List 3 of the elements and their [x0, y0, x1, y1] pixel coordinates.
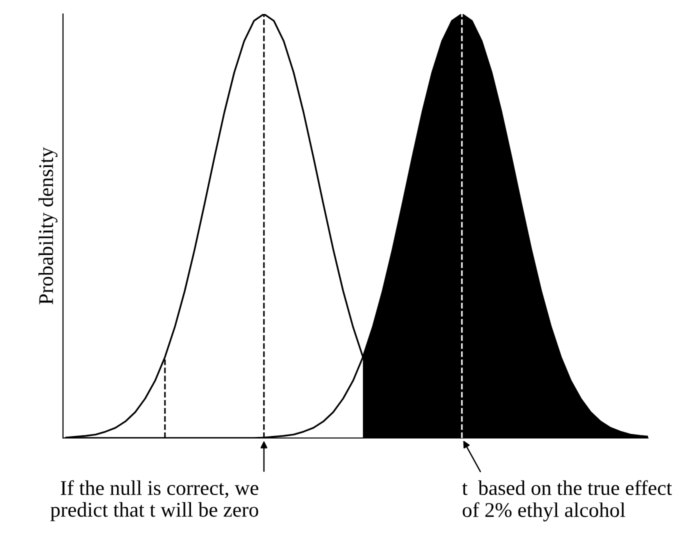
text: If the null is correct, we predict that t will be zero	[50, 480, 258, 522]
text: t based on the true effect of 2% ethyl alcohol	[462, 480, 672, 522]
y-axis-title: Probability density	[38, 147, 58, 304]
